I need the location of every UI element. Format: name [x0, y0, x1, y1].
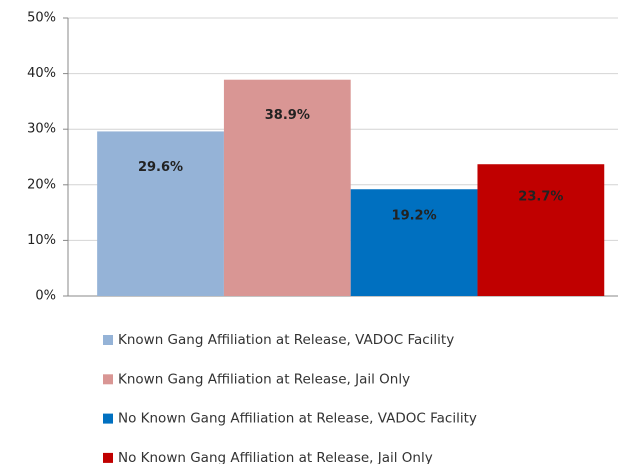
y-tick-label: 10%	[27, 233, 56, 248]
y-tick-label: 20%	[27, 177, 56, 192]
bar	[223, 79, 351, 296]
y-tick-label: 50%	[27, 11, 56, 26]
data-label: 19.2%	[392, 208, 437, 223]
bar	[97, 131, 224, 296]
legend-label: Known Gang Affiliation at Release, Jail …	[118, 371, 410, 387]
legend-swatch	[103, 335, 113, 345]
data-label: 38.9%	[265, 108, 310, 123]
y-tick-label: 40%	[27, 66, 56, 81]
bar	[477, 164, 605, 296]
legend-label: No Known Gang Affiliation at Release, VA…	[118, 411, 477, 427]
y-tick-label: 30%	[27, 122, 56, 137]
legend-swatch	[103, 374, 113, 385]
data-label: 29.6%	[138, 160, 183, 175]
legend-swatch	[103, 452, 113, 463]
legend-label: No Known Gang Affiliation at Release, Ja…	[118, 450, 433, 464]
y-tick-label: 0%	[35, 289, 56, 304]
legend-swatch	[103, 413, 113, 424]
bar	[350, 189, 478, 296]
legend-label: Known Gang Affiliation at Release, VADOC…	[118, 332, 454, 348]
data-label: 23.7%	[518, 190, 563, 205]
